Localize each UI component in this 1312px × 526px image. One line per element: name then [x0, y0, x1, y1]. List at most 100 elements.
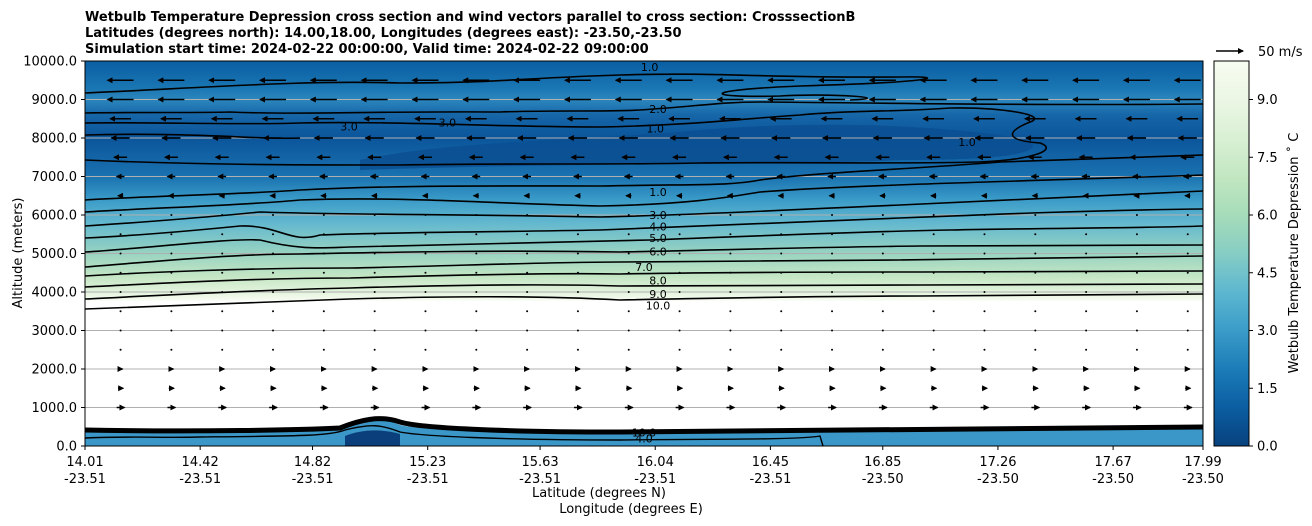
y-tick-label: 10000.0 [23, 55, 77, 70]
wind-vector [831, 271, 834, 274]
wind-vector [1085, 329, 1088, 332]
wind-vector [373, 271, 376, 274]
wind-vector [729, 214, 732, 216]
x-tick-label-lon: -23.51 [179, 472, 221, 487]
wind-vector [627, 214, 630, 216]
x-tick-label-lon: -23.51 [519, 472, 561, 487]
wind-vector [678, 329, 681, 332]
wind-vector [780, 348, 783, 351]
wind-vector [475, 348, 478, 351]
wind-vector [322, 348, 325, 351]
wind-vector [1186, 310, 1189, 313]
wind-vector [424, 310, 427, 313]
contour-line [85, 133, 301, 140]
wind-vector [221, 233, 224, 236]
wind-vector [221, 271, 224, 274]
wind-vector [932, 271, 935, 274]
contour-line [85, 73, 929, 101]
wind-vector [170, 348, 173, 351]
wind-vector [932, 329, 935, 332]
wind-vector [1135, 291, 1138, 293]
wind-vector [119, 291, 122, 293]
wind-vector [729, 329, 732, 332]
wind-vector [221, 348, 224, 351]
wind-vector [780, 252, 783, 255]
x-tick-label-lon: -23.51 [64, 472, 106, 487]
y-tick-label: 0.0 [56, 440, 77, 455]
wind-vector [932, 214, 935, 216]
title-line-3: Simulation start time: 2024-02-22 00:00:… [85, 42, 649, 57]
wind-vector [1034, 271, 1037, 274]
wind-vector [119, 233, 122, 236]
title-line-1: Wetbulb Temperature Depression cross sec… [85, 10, 855, 25]
wind-vector [831, 348, 834, 351]
contour-line [85, 255, 1203, 277]
wind-vector [475, 291, 478, 293]
wind-vector [881, 310, 884, 313]
contour-label: 9.0 [649, 288, 667, 301]
surface-contours-thin [85, 425, 824, 446]
quiver-key: 50 m/s [1216, 45, 1303, 60]
y-axis: 0.0 1000.0 2000.0 3000.0 4000.0 5000.0 6000.0 7… [23, 55, 85, 455]
wind-vector [576, 329, 579, 332]
wind-vector [424, 233, 427, 236]
wind-vector [526, 271, 529, 274]
wind-vector [932, 310, 935, 313]
x-tick-label-lon: -23.50 [1092, 472, 1134, 487]
wind-vector [475, 233, 478, 236]
y-tick-label: 2000.0 [32, 363, 78, 378]
wind-vector [576, 252, 579, 255]
wind-vector [729, 310, 732, 313]
wind-vector [1034, 329, 1037, 332]
contour-line [85, 208, 1203, 239]
colorbar-label: Wetbulb Temperature Depression ˚ C [1286, 133, 1302, 374]
wind-vector [475, 271, 478, 274]
contour-label: 1.0 [649, 186, 667, 199]
contour-line [85, 293, 1203, 310]
wind-vector [780, 271, 783, 274]
wind-vector [272, 348, 275, 351]
wind-vector [1085, 214, 1088, 216]
wind-vector [1186, 348, 1189, 351]
colorbar-tick-label: 9.0 [1257, 93, 1278, 108]
wind-vector [424, 348, 427, 351]
wind-vector [983, 329, 986, 332]
colorbar-tick-label: 6.0 [1257, 209, 1278, 224]
wind-vector [424, 214, 427, 216]
wind-vector [1085, 271, 1088, 274]
wind-vector [729, 252, 732, 255]
wind-vector [983, 214, 986, 216]
wind-vector [678, 233, 681, 236]
x-tick-label-lat: 16.45 [752, 455, 789, 470]
wind-vector [1085, 348, 1088, 351]
wind-vector [322, 310, 325, 313]
wind-vector [272, 271, 275, 274]
contour-line [85, 225, 1203, 253]
wind-vector [1085, 291, 1088, 293]
wind-vector [831, 252, 834, 255]
x-tick-label-lat: 14.42 [182, 455, 219, 470]
contour-line [85, 190, 1203, 227]
wind-vector [1034, 310, 1037, 313]
colorbar-ticks: 0.0 1.5 3.0 4.5 6.0 7.5 9.0 [1249, 93, 1278, 455]
y-tick-label: 3000.0 [32, 324, 78, 339]
wind-vector [576, 348, 579, 351]
colorbar-tick-label: 0.0 [1257, 440, 1278, 455]
wind-vector [221, 310, 224, 313]
wind-vector [526, 329, 529, 332]
x-axis: 14.01 -23.51 14.42 -23.51 14.82 -23.51 15.23 -2… [64, 446, 1224, 487]
wind-vector [373, 348, 376, 351]
y-tick-label: 4000.0 [32, 286, 78, 301]
wind-vector [170, 291, 173, 293]
wind-vector [272, 252, 275, 255]
wind-vector [881, 271, 884, 274]
wind-vector [576, 214, 579, 216]
wind-vector [831, 329, 834, 332]
contour-label: 7.0 [635, 261, 653, 274]
wind-vector [983, 291, 986, 293]
wind-vector [983, 348, 986, 351]
x-tick-label-lat: 17.99 [1184, 455, 1221, 470]
wind-vector [831, 310, 834, 313]
y-tick-label: 5000.0 [32, 247, 78, 262]
